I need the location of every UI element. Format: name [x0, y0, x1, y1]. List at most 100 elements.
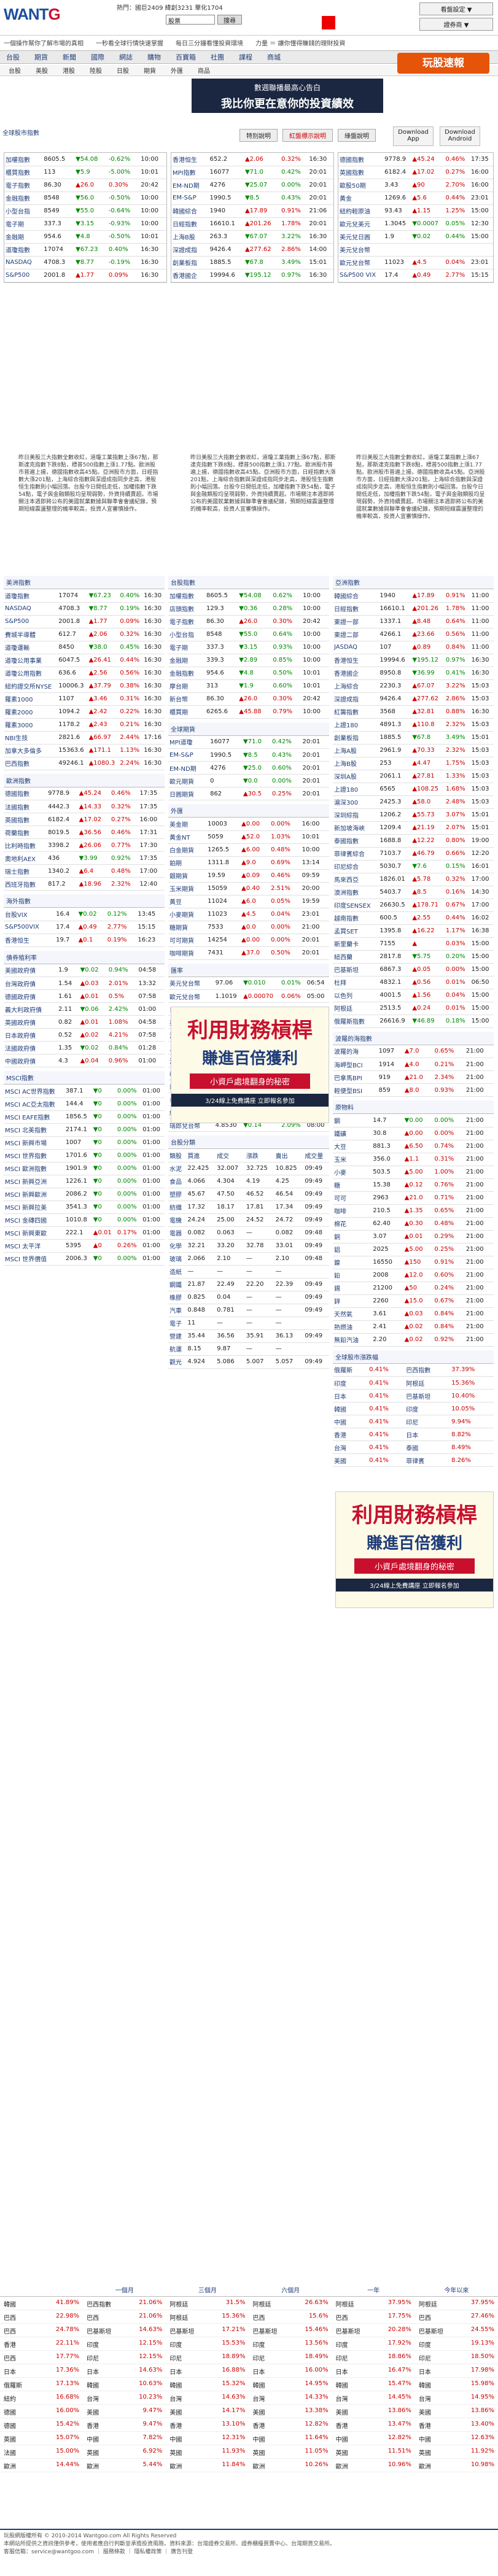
- quote-row[interactable]: 美國政府債 1.9 ▼0.02 0.94% 04:58: [4, 964, 165, 977]
- perf-name[interactable]: 日本: [87, 2369, 99, 2376]
- perf-cell[interactable]: 韓國 41.89%: [0, 2297, 84, 2310]
- perf-cell[interactable]: 巴西 27.46%: [414, 2310, 498, 2324]
- ad-banner-2[interactable]: 利用財務槓桿 賺進百倍獲利 小資戶處境翻身的秘密 3/24線上免費講座 立即報名…: [335, 1491, 494, 1608]
- legend-button[interactable]: 紅盤標示說明: [282, 129, 333, 142]
- site-logo[interactable]: WANTG: [4, 5, 61, 23]
- perf-name[interactable]: 印度: [169, 2342, 182, 2349]
- settings-menu-button[interactable]: 看盤設定 ▼: [419, 2, 493, 15]
- quote-name[interactable]: 台灣政府債: [4, 977, 57, 990]
- change-name[interactable]: 印度: [405, 1402, 451, 1415]
- sector-name[interactable]: 玻璃: [168, 1252, 187, 1266]
- perf-name[interactable]: 韓國: [418, 2383, 431, 2389]
- quote-name[interactable]: 德國指數: [338, 153, 384, 166]
- perf-cell[interactable]: 中國 12.31%: [166, 2432, 249, 2445]
- perf-cell[interactable]: 香港 13.47%: [332, 2418, 415, 2432]
- quote-name[interactable]: MSCI 金磚四國: [4, 1213, 64, 1227]
- perf-name[interactable]: 英國: [252, 2450, 265, 2457]
- change-name[interactable]: 印尼: [405, 1415, 451, 1428]
- quote-name[interactable]: 滬深300: [333, 795, 379, 809]
- quote-name[interactable]: 泰國指數: [333, 834, 379, 848]
- change-name[interactable]: 巴西指數: [405, 1363, 451, 1377]
- perf-cell[interactable]: 印度 12.15%: [83, 2337, 166, 2351]
- perf-cell[interactable]: 阿根廷 37.95%: [332, 2297, 415, 2310]
- perf-cell[interactable]: 印度 13.56%: [249, 2337, 332, 2351]
- perf-name[interactable]: 英國: [87, 2450, 99, 2457]
- quote-row[interactable]: 紐西蘭 2817.8 ▼5.75 0.20% 15:00: [333, 950, 494, 964]
- quote-row[interactable]: 鋁 2025 ▲5.00 0.25% 21:00: [333, 1243, 494, 1256]
- perf-cell[interactable]: 英國 6.92%: [83, 2445, 166, 2459]
- quote-name[interactable]: 加拿大多倫多: [4, 744, 58, 757]
- quote-row[interactable]: 可可期貨 14254 ▲0.00 0.00% 20:01: [168, 934, 329, 947]
- change-name[interactable]: 美國: [333, 1453, 368, 1467]
- quote-row[interactable]: 瑞士指數 1340.2 ▲6.4 0.48% 17:00: [4, 864, 165, 878]
- perf-cell[interactable]: 巴西 21.06%: [83, 2310, 166, 2324]
- quote-name[interactable]: 金融指數: [4, 191, 43, 205]
- quote-row[interactable]: 電子期 337.3 ▼3.15 -0.93% 10:00: [4, 217, 166, 231]
- sector-name[interactable]: 汽車: [168, 1304, 187, 1317]
- perf-name[interactable]: 中國: [87, 2437, 99, 2443]
- quote-row[interactable]: 歐元期貨 0 ▼0.0 0.00% 20:01: [168, 774, 329, 787]
- sector-name[interactable]: 航運: [168, 1342, 187, 1356]
- nav-item[interactable]: 商城: [267, 53, 281, 61]
- nav-item[interactable]: 網誌: [119, 53, 133, 61]
- quote-row[interactable]: 美元兌日圓 1.9 ▼0.02 0.44% 15:00: [338, 230, 493, 244]
- perf-name[interactable]: 美國: [335, 2410, 348, 2416]
- quote-row[interactable]: 咖啡期貨 7431 ▲37.0 0.50% 20:01: [168, 946, 329, 960]
- quote-name[interactable]: 鋼: [333, 1114, 372, 1127]
- quote-name[interactable]: 鉛: [333, 1269, 372, 1282]
- quote-name[interactable]: 小麥: [333, 1166, 372, 1179]
- perf-cell[interactable]: 日本 14.63%: [83, 2364, 166, 2378]
- perf-name[interactable]: 中國: [418, 2437, 431, 2443]
- quote-row[interactable]: 鋼 14.7 ▼0.00 0.00% 21:00: [333, 1114, 494, 1127]
- quote-name[interactable]: MSCI 新興拉美: [4, 1201, 64, 1214]
- perf-name[interactable]: 日本: [4, 2369, 16, 2376]
- quote-name[interactable]: 荷蘭指數: [4, 826, 47, 839]
- quote-row[interactable]: 香港國企 8950.8 ▼36.99 0.41% 16:30: [333, 667, 494, 680]
- quote-name[interactable]: 費城半導體: [4, 628, 58, 641]
- quote-name[interactable]: 香港恒生: [171, 153, 209, 166]
- quote-row[interactable]: 玉米期貨 15059 ▲0.40 2.51% 20:00: [168, 882, 329, 895]
- quote-name[interactable]: MSCI 北美指數: [4, 1123, 64, 1137]
- perf-cell[interactable]: 台灣 10.23%: [83, 2391, 166, 2405]
- change-name[interactable]: 泰國: [405, 1441, 451, 1454]
- change-name[interactable]: 台灣: [333, 1441, 368, 1454]
- quote-name[interactable]: 鐵礦: [333, 1127, 372, 1140]
- quote-row[interactable]: 滬深300 2425.3 ▲58.0 2.48% 15:03: [333, 795, 494, 809]
- perf-cell[interactable]: 歐洲 14.44%: [0, 2459, 84, 2472]
- sector-row[interactable]: 塑膠 45.67 47.50 46.52 46.54 09:49: [168, 1188, 329, 1201]
- quote-name[interactable]: 法國指數: [4, 800, 47, 813]
- quote-row[interactable]: 馬來西亞 1826.01 ▲5.78 0.32% 17:00: [333, 873, 494, 886]
- sector-row[interactable]: 觀光 4.924 5.086 5.007 5.057 09:49: [168, 1355, 329, 1369]
- footer-links[interactable]: 客服信箱：service@wantgoo.com ｜ 服務條款 ｜ 隱私權政策 …: [4, 2549, 193, 2555]
- quote-row[interactable]: 黃豆 11024 ▲6.0 0.05% 19:59: [168, 895, 329, 908]
- quote-name[interactable]: MSCI EAFE指數: [4, 1110, 64, 1124]
- perf-cell[interactable]: 英國 11.51%: [332, 2445, 415, 2459]
- perf-name[interactable]: 台灣: [252, 2396, 265, 2403]
- quote-row[interactable]: 斯里蘭卡 7155 ▲ 0.03% 15:00: [333, 937, 494, 951]
- perf-name[interactable]: 法國: [4, 2450, 16, 2457]
- quote-row[interactable]: 創業板指 1885.5 ▼67.8 3.49% 15:01: [171, 256, 333, 269]
- quote-row[interactable]: 巴基斯坦 6867.3 ▲0.05 0.00% 15:00: [333, 963, 494, 977]
- quote-name[interactable]: 櫃買期: [168, 705, 206, 719]
- perf-name[interactable]: 俄羅斯: [4, 2383, 22, 2389]
- quote-name[interactable]: 日經指數: [171, 217, 209, 231]
- quote-name[interactable]: 斯里蘭卡: [333, 937, 379, 951]
- quote-name[interactable]: NASDAQ: [4, 256, 43, 269]
- quote-row[interactable]: MSCI 新興亞洲 1226.1 ▼0 0.00% 01:00: [4, 1175, 165, 1188]
- quote-row[interactable]: 上海綜合 2230.3 ▲67.07 3.22% 15:03: [333, 679, 494, 693]
- quote-name[interactable]: 熱燃油: [333, 1320, 372, 1334]
- perf-name[interactable]: 德國: [4, 2423, 16, 2430]
- quote-name[interactable]: 韓國綜合: [333, 589, 379, 603]
- quote-row[interactable]: 美金期 10003 ▲0.00 0.00% 16:00: [168, 818, 329, 831]
- perf-name[interactable]: 美國: [418, 2410, 431, 2416]
- perf-cell[interactable]: 印尼 12.15%: [83, 2351, 166, 2364]
- change-name[interactable]: 阿根廷: [405, 1376, 451, 1390]
- quote-row[interactable]: MSCI 新興東歐 222.1 ▲0.01 0.17% 01:00: [4, 1226, 165, 1240]
- sector-name[interactable]: 電機: [168, 1213, 187, 1227]
- sector-name[interactable]: 營建: [168, 1329, 187, 1343]
- quote-name[interactable]: S&P500: [4, 269, 43, 282]
- quote-row[interactable]: 錫 21200 ▲50 0.24% 21:00: [333, 1282, 494, 1295]
- quote-row[interactable]: 羅素3000 1178.2 ▲2.43 0.21% 16:30: [4, 718, 165, 732]
- quote-name[interactable]: S&P500: [4, 615, 58, 629]
- perf-cell[interactable]: 巴西 15.6%: [249, 2310, 332, 2324]
